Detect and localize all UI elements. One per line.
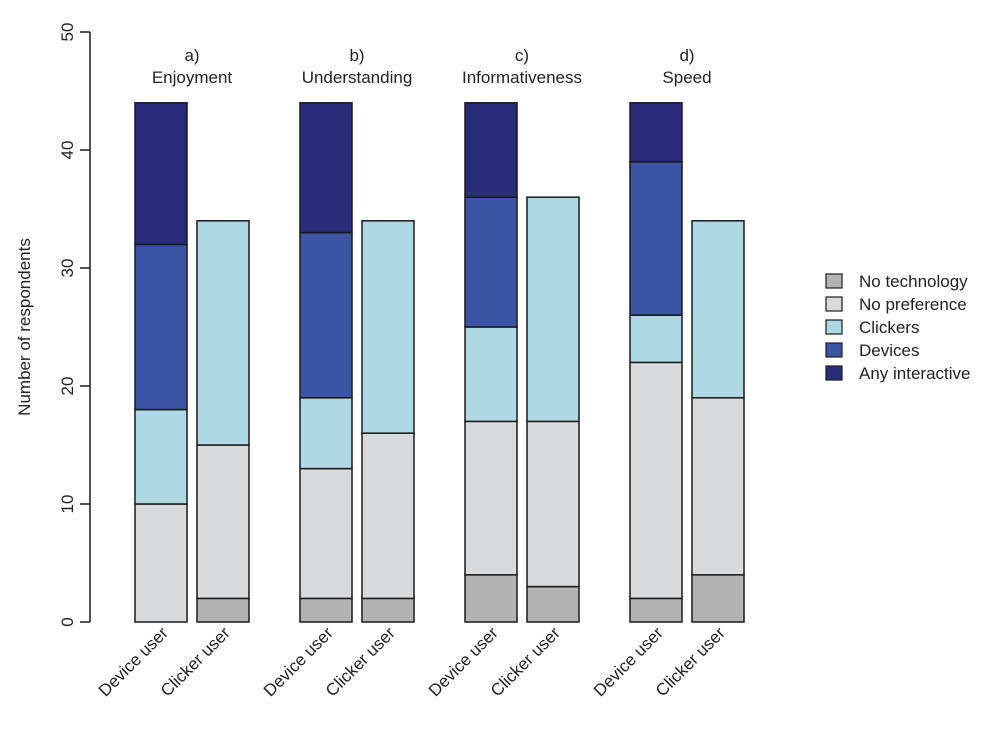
- bar-segment-no-technology: [526, 585, 580, 623]
- y-tick-label: 20: [58, 377, 77, 396]
- legend-label: Clickers: [859, 318, 919, 337]
- legend-swatch: [825, 365, 843, 381]
- y-tick-label: 0: [58, 617, 77, 626]
- bar-segment-no-technology: [629, 597, 683, 623]
- legend-label: Devices: [859, 341, 919, 360]
- legend-label: No technology: [859, 272, 968, 291]
- bar-segment-no-preference: [196, 444, 250, 600]
- panel-letter: a): [184, 46, 199, 65]
- panel-letter: d): [679, 46, 694, 65]
- bar-segment-no-preference: [299, 467, 353, 600]
- legend-label: Any interactive: [859, 364, 971, 383]
- bar-segment-any-interactive: [134, 102, 188, 246]
- legend-label: No preference: [859, 295, 967, 314]
- y-axis-title: Number of respondents: [15, 238, 34, 416]
- legend-swatch: [825, 319, 843, 335]
- bar-segment-no-preference: [526, 420, 580, 588]
- panel-title: Informativeness: [462, 68, 582, 87]
- bar-segment-no-preference: [691, 397, 745, 576]
- bar-segment-no-preference: [134, 503, 188, 623]
- bar-segment-no-preference: [361, 432, 415, 600]
- bar-segment-clickers: [464, 326, 518, 423]
- legend-swatch: [825, 296, 843, 312]
- bar-segment-clickers: [691, 220, 745, 399]
- bar-segment-no-technology: [464, 574, 518, 623]
- panel-titles: a) Enjoyment b) Understanding c) Informativen…: [152, 46, 712, 87]
- bar-segment-devices: [299, 231, 353, 399]
- panel-title: Speed: [662, 68, 711, 87]
- bar-segment-devices: [464, 196, 518, 328]
- y-tick-label: 30: [58, 259, 77, 278]
- bar-segment-clickers: [299, 397, 353, 470]
- panel-letter: c): [515, 46, 529, 65]
- bar-segment-any-interactive: [464, 102, 518, 198]
- bar-segment-devices: [629, 161, 683, 316]
- bar-segment-clickers: [134, 408, 188, 505]
- bar-segment-any-interactive: [629, 102, 683, 163]
- bar-segment-no-technology: [299, 597, 353, 623]
- y-tick-label: 40: [58, 141, 77, 160]
- bar-segment-any-interactive: [299, 102, 353, 234]
- bar-segment-no-technology: [691, 574, 745, 623]
- legend-swatch: [825, 342, 843, 358]
- bar-segment-devices: [134, 243, 188, 411]
- bar-segment-clickers: [361, 220, 415, 434]
- bar-segment-clickers: [629, 314, 683, 364]
- legend: No technology No preference Clickers Device…: [825, 272, 971, 383]
- bar-segment-no-preference: [629, 361, 683, 600]
- y-axis: 0 10 20 30 40 50: [58, 23, 91, 627]
- panel-letter: b): [349, 46, 364, 65]
- y-tick-label: 50: [58, 23, 77, 42]
- panel-title: Enjoyment: [152, 68, 233, 87]
- bar-segment-no-preference: [464, 420, 518, 576]
- y-tick-label: 10: [58, 495, 77, 514]
- legend-swatch: [825, 273, 843, 289]
- bars: [134, 102, 745, 623]
- panel-title: Understanding: [302, 68, 413, 87]
- bar-segment-clickers: [526, 196, 580, 423]
- bar-segment-no-technology: [196, 597, 250, 623]
- bar-segment-clickers: [196, 220, 250, 446]
- bar-segment-no-technology: [361, 597, 415, 623]
